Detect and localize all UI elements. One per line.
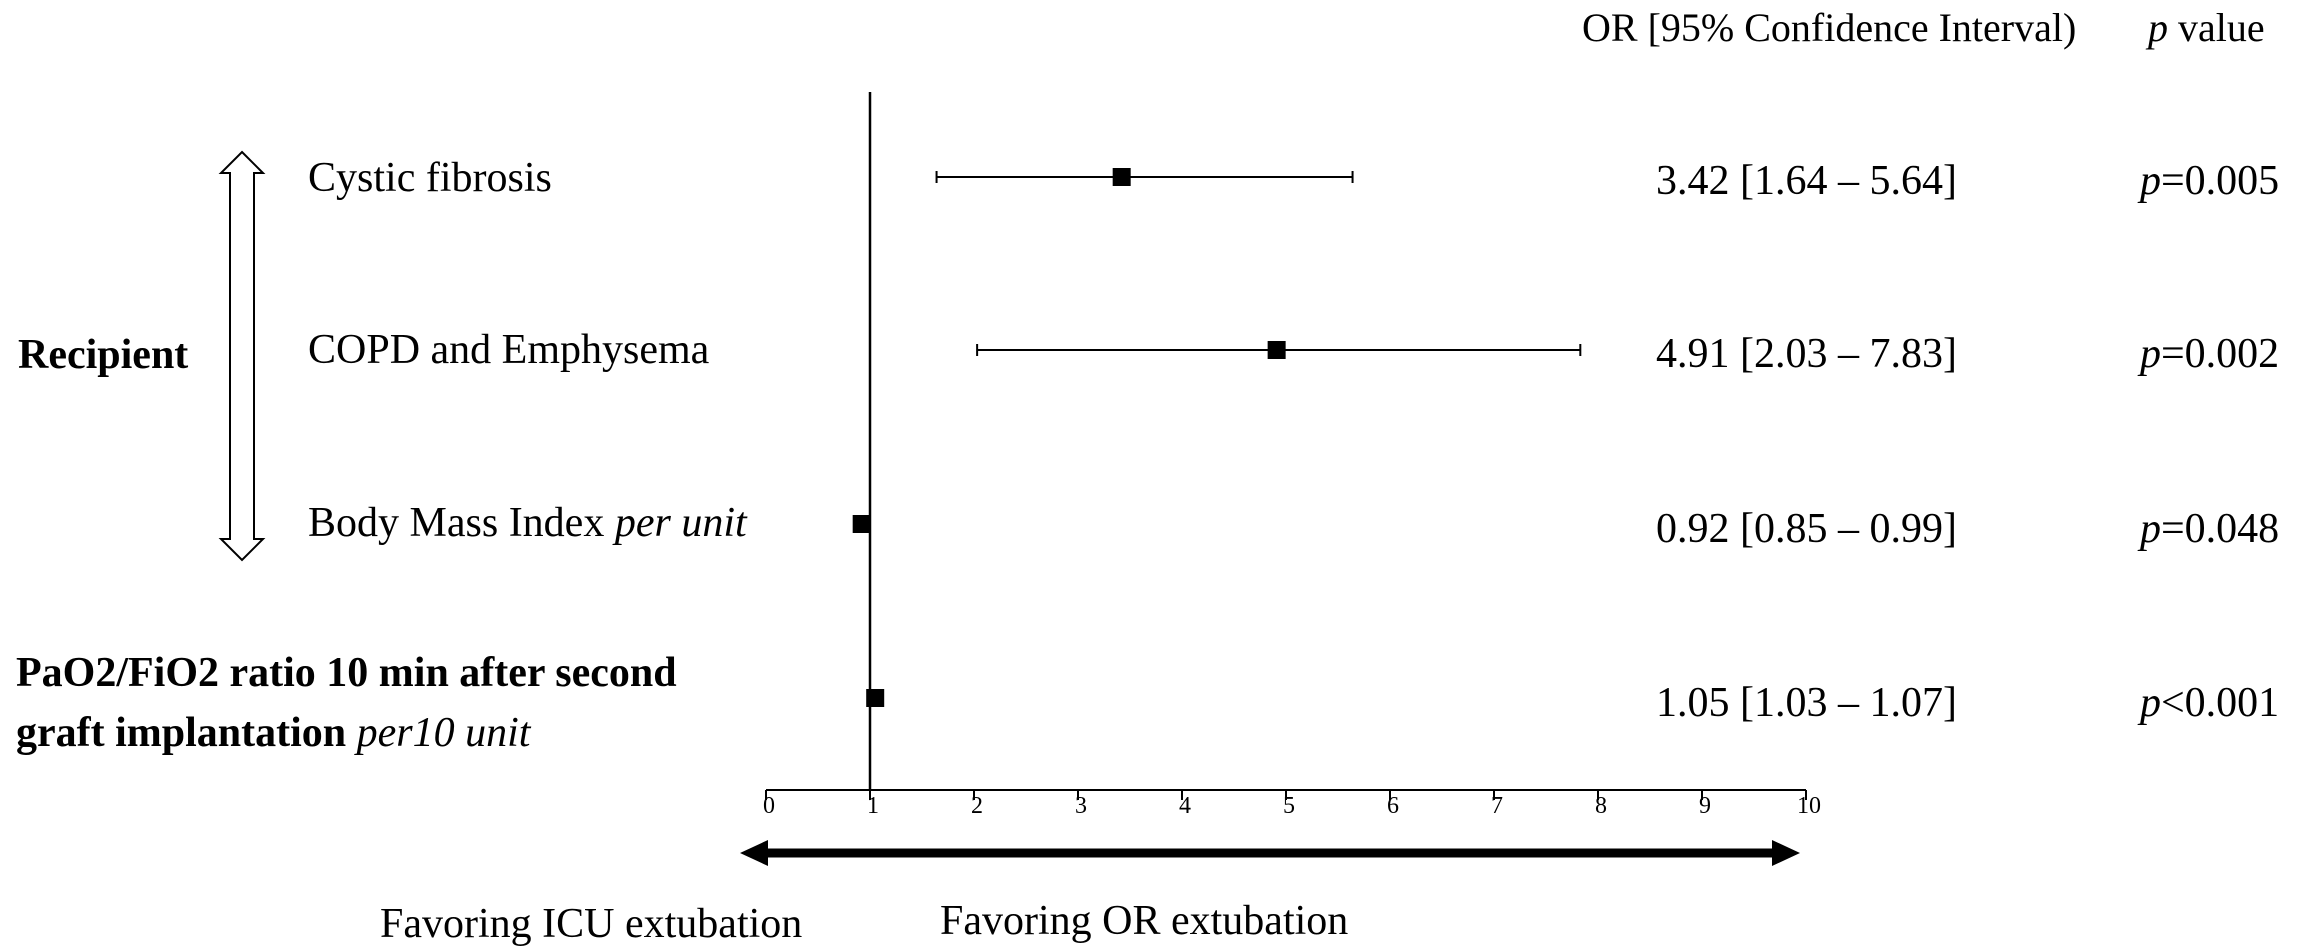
x-tick-label-1: 1 xyxy=(867,793,879,819)
header-p-value: p value xyxy=(2148,5,2265,50)
row-p-copd: p=0.002 xyxy=(2140,331,2280,377)
x-tick-label-5: 5 xyxy=(1283,793,1295,819)
x-tick-label-9: 9 xyxy=(1699,793,1711,819)
row-stat-bmi: 0.92 [0.85 – 0.99] xyxy=(1656,506,1957,552)
x-tick-label-2: 2 xyxy=(971,793,983,819)
x-tick-label-10: 10 xyxy=(1797,793,1821,819)
x-tick-label-0: 0 xyxy=(763,793,775,819)
group-double-arrow-icon xyxy=(218,150,266,562)
row-p-pao2: p<0.001 xyxy=(2140,680,2280,726)
or-point-3 xyxy=(866,689,885,707)
or-point-0 xyxy=(1112,168,1131,186)
row-stat-cystic-fibrosis: 3.42 [1.64 – 5.64] xyxy=(1656,158,1957,204)
row-p-cystic-fibrosis: p=0.005 xyxy=(2140,158,2280,204)
header-or-ci: OR [95% Confidence Interval) xyxy=(1582,5,2077,50)
or-point-2 xyxy=(852,515,871,533)
row-stat-copd: 4.91 [2.03 – 7.83] xyxy=(1656,331,1957,377)
or-point-1 xyxy=(1267,341,1286,359)
group-label-recipient: Recipient xyxy=(18,332,189,378)
row-label-pao2-line2: graft implantation per10 unit xyxy=(16,710,531,756)
x-tick-label-4: 4 xyxy=(1179,793,1191,819)
row-label-bmi: Body Mass Index per unit xyxy=(308,500,747,546)
row-p-bmi: p=0.048 xyxy=(2140,506,2280,552)
footer-favoring-icu: Favoring ICU extubation xyxy=(380,901,803,947)
x-tick-label-6: 6 xyxy=(1387,793,1399,819)
direction-double-arrow-icon xyxy=(740,840,1800,866)
x-tick-label-3: 3 xyxy=(1075,793,1087,819)
x-tick-label-7: 7 xyxy=(1491,793,1503,819)
row-stat-pao2: 1.05 [1.03 – 1.07] xyxy=(1656,680,1957,726)
row-label-copd: COPD and Emphysema xyxy=(308,327,710,373)
x-tick-label-8: 8 xyxy=(1595,793,1607,819)
footer-favoring-or: Favoring OR extubation xyxy=(940,898,1349,944)
row-label-cystic-fibrosis: Cystic fibrosis xyxy=(308,155,552,201)
row-label-pao2-line1: PaO2/FiO2 ratio 10 min after second xyxy=(16,650,677,696)
